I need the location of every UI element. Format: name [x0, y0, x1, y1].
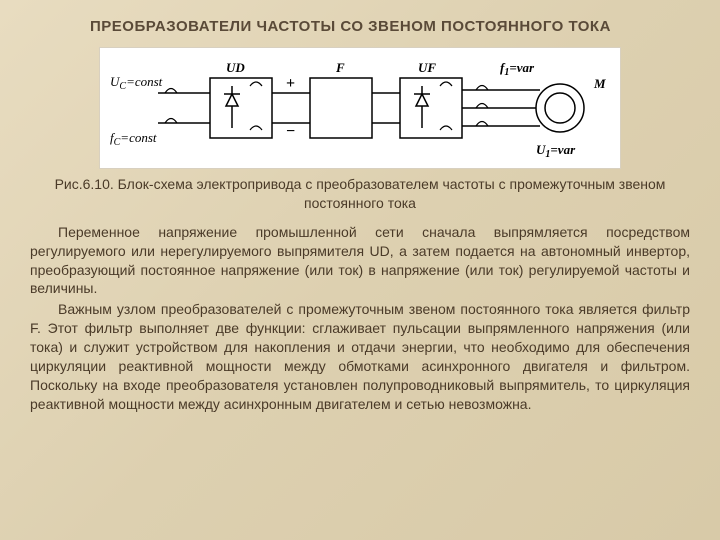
uc-rest: =const: [126, 74, 163, 89]
f1-rest: =var: [509, 60, 535, 75]
block-diagram: UC=const fC=const UD + − F: [99, 47, 621, 169]
ud-label: UD: [226, 60, 245, 75]
minus-label: −: [286, 123, 295, 140]
plus-label: +: [286, 75, 295, 92]
svg-text:fC=const: fC=const: [110, 130, 157, 148]
svg-text:UC=const: UC=const: [110, 74, 163, 92]
m-label: M: [593, 76, 606, 91]
fc-rest: =const: [120, 130, 157, 145]
paragraph-1: Переменное напряжение промышленной сети …: [30, 223, 690, 299]
figure-caption: Рис.6.10. Блок-схема электропривода с пр…: [30, 175, 690, 213]
u1-rest: =var: [550, 142, 576, 157]
f-block-label: F: [335, 60, 345, 75]
svg-text:f1=var: f1=var: [500, 60, 535, 78]
svg-text:U1=var: U1=var: [536, 142, 576, 160]
uf-label: UF: [418, 60, 436, 75]
paragraph-2: Важным узлом преобразователей с промежут…: [30, 300, 690, 413]
page-title: ПРЕОБРАЗОВАТЕЛИ ЧАСТОТЫ СО ЗВЕНОМ ПОСТОЯ…: [90, 18, 690, 35]
